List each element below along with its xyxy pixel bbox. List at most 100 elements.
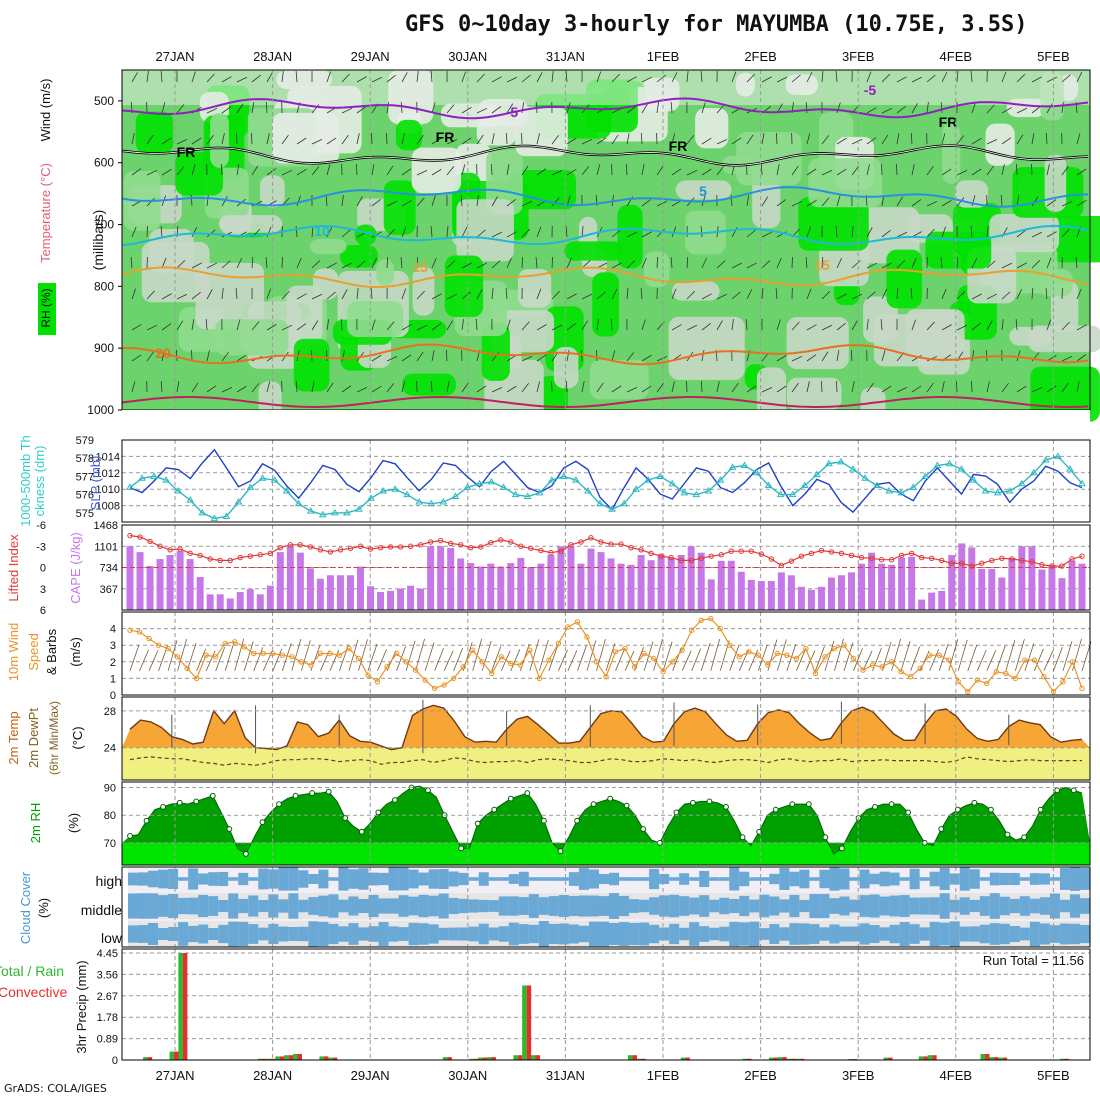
- cloud-cell: [158, 895, 169, 917]
- precip-tick-label: 4.45: [97, 948, 118, 960]
- cape-bar: [787, 575, 795, 610]
- cloud-cell: [138, 893, 149, 919]
- wind-barb: [821, 291, 831, 300]
- rh2m-point: [358, 828, 365, 835]
- cloud-cell: [919, 877, 931, 881]
- wind-barb: [146, 134, 154, 145]
- wind-barb: [266, 381, 271, 393]
- wind-barb: [1016, 288, 1023, 300]
- pressure-tick-label: 500: [94, 94, 114, 108]
- pressure-tick-label: 900: [94, 341, 114, 355]
- lifted-index-point: [818, 547, 825, 554]
- surface-gap: [122, 410, 1090, 440]
- wind-barb: [881, 107, 893, 114]
- wind-barb: [581, 166, 590, 176]
- wind-barb: [191, 226, 198, 238]
- precip-tick-label: 0.89: [97, 1034, 118, 1046]
- cloud-cell: [869, 925, 881, 943]
- wind-barb: [910, 132, 913, 145]
- rh2m-point: [805, 801, 812, 808]
- panel-frame: [121, 866, 1091, 948]
- wind-speed-point: [746, 649, 752, 655]
- wind-barb: [686, 380, 688, 393]
- rh-legend-swatch: [38, 283, 56, 335]
- wind-speed-point: [1050, 688, 1057, 695]
- wind-barb-10m: [300, 640, 311, 671]
- wind-barb: [566, 350, 570, 362]
- rh-patch: [517, 269, 552, 308]
- wind-speed-point: [403, 659, 409, 665]
- cloud-cell: [508, 874, 520, 884]
- cloud-middle-label: middle: [81, 902, 122, 918]
- wind-barb: [431, 195, 436, 207]
- wind-barb-10m: [900, 640, 911, 671]
- wind-barb: [266, 324, 277, 331]
- cape-bar: [236, 592, 244, 610]
- pressure-tick-label: 1000: [87, 403, 114, 417]
- wind-speed-point: [536, 675, 543, 682]
- wind-barb: [1000, 194, 1003, 207]
- wind-barb-10m: [700, 642, 711, 671]
- cloud-cell: [1019, 896, 1031, 916]
- wind-barb: [700, 226, 703, 238]
- precip-conv-bar: [517, 1055, 523, 1060]
- lifted-index-point: [317, 547, 324, 553]
- cloud-cell: [779, 899, 790, 913]
- precip-total-bar: [513, 1055, 518, 1060]
- wind-barb: [476, 73, 485, 83]
- wind-barb: [491, 133, 495, 145]
- wind-barb: [1076, 199, 1087, 207]
- cloud-cell: [308, 874, 319, 884]
- cloud-cell: [208, 872, 219, 886]
- rh-patch: [218, 215, 283, 233]
- precip-tick-label: 1.78: [97, 1012, 118, 1024]
- wind-barb: [131, 226, 137, 238]
- wind-barb-10m: [434, 647, 445, 671]
- wind-barb: [731, 382, 739, 393]
- lifted-index-point: [979, 560, 985, 566]
- cloud-cell: [398, 895, 410, 917]
- lifted-index-point: [307, 544, 314, 550]
- wind-barb: [746, 73, 755, 83]
- wind-barb: [191, 382, 199, 393]
- cloud-cell: [598, 873, 610, 885]
- wind-barb: [806, 168, 817, 176]
- wind-barb: [206, 385, 217, 393]
- wind-barb: [986, 293, 998, 300]
- cloud-cell: [468, 877, 480, 881]
- wind-barb: [131, 168, 142, 176]
- wind-barb: [701, 350, 705, 362]
- cloud-cell: [408, 869, 420, 889]
- precip-total-bar: [989, 1057, 994, 1060]
- wind-barb: [236, 103, 244, 114]
- cloud-cell: [598, 896, 610, 916]
- cloud-cell: [488, 927, 500, 941]
- cloud-cell: [929, 897, 941, 915]
- cloud-cell: [1079, 898, 1091, 914]
- cloud-cell: [1029, 873, 1041, 885]
- cloud-cell: [769, 896, 780, 916]
- wind-barb-10m: [196, 648, 207, 671]
- wind-barb: [1076, 354, 1087, 362]
- rh2m-point: [425, 787, 431, 794]
- cloud-cell: [859, 869, 871, 889]
- wind-barb: [656, 355, 668, 362]
- cape-bar: [226, 598, 234, 610]
- cloud-cell: [328, 877, 339, 881]
- wind-barb: [356, 196, 363, 207]
- precip-total-bar: [292, 1053, 298, 1060]
- rh-patch: [309, 238, 347, 255]
- rh2m-point: [822, 834, 829, 841]
- wind-barb: [206, 350, 210, 362]
- wind-barb-10m: [615, 648, 625, 671]
- wind-barb: [521, 200, 533, 207]
- cloud-cell: [558, 923, 570, 945]
- wind-barb-10m: [691, 648, 702, 671]
- wind-barb: [1001, 382, 1009, 393]
- wind-barb: [236, 132, 238, 145]
- cloud-cell: [809, 877, 820, 881]
- wind-barb: [701, 137, 712, 145]
- cape-bar: [367, 586, 375, 610]
- cloud-cell: [759, 928, 770, 940]
- cloud-cell: [128, 872, 139, 886]
